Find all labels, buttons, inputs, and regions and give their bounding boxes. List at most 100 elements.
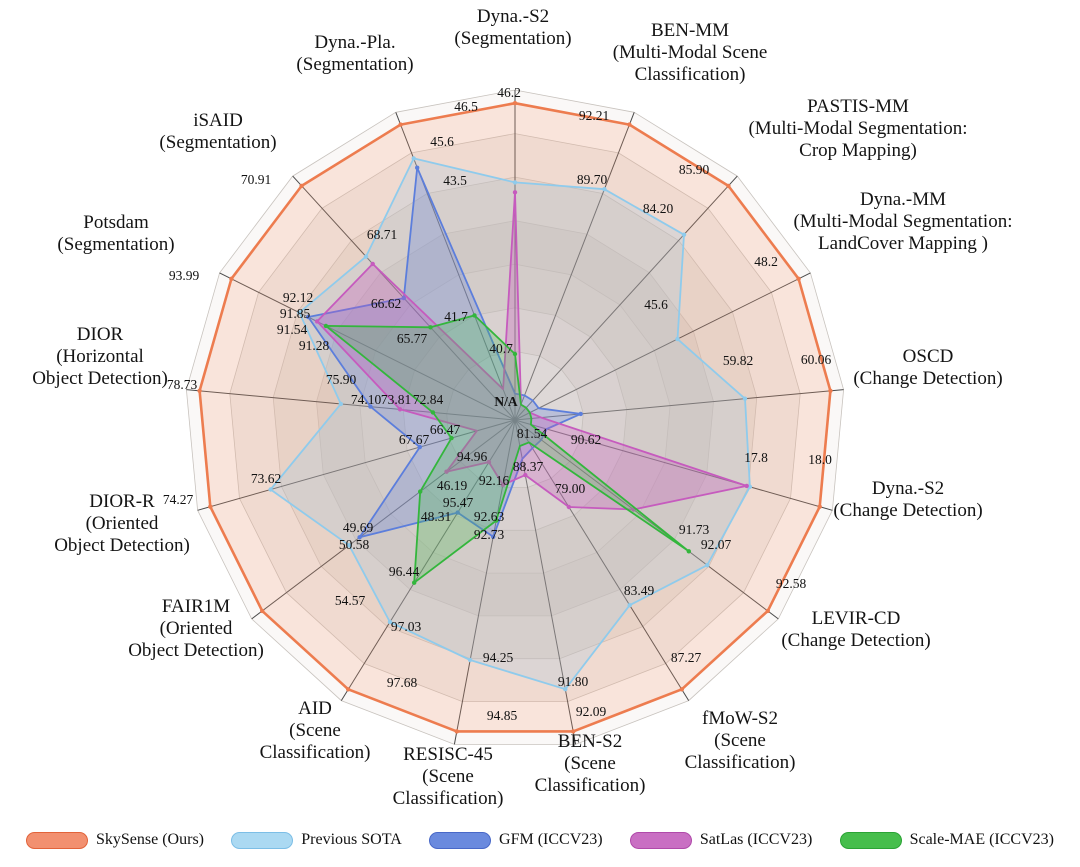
series-point xyxy=(417,444,422,450)
legend-label: SkySense (Ours) xyxy=(96,831,204,848)
series-point xyxy=(449,435,454,441)
series-point xyxy=(705,563,710,568)
value-label: 66.47 xyxy=(430,422,461,437)
value-label: 92.73 xyxy=(474,527,505,542)
value-label: 45.6 xyxy=(644,297,668,312)
axis-label: Dyna.-S2 (Change Detection) xyxy=(833,478,982,521)
value-label: 90.62 xyxy=(571,432,601,447)
value-label: 91.80 xyxy=(558,674,589,689)
axis-spoke xyxy=(514,419,833,511)
series-point xyxy=(686,549,691,554)
value-label: 87.27 xyxy=(671,650,702,665)
axis-spoke xyxy=(251,419,516,620)
series-point xyxy=(523,472,528,478)
legend-item-scale-mae: Scale-MAE (ICCV23) xyxy=(839,831,1054,849)
value-label: 74.10 xyxy=(351,392,382,407)
series-polygon-skysense-ours- xyxy=(197,101,833,734)
value-label: 60.06 xyxy=(801,352,832,367)
series-point xyxy=(512,180,518,185)
value-label: 78.73 xyxy=(167,377,198,392)
value-label: 91.28 xyxy=(299,338,330,353)
series-point xyxy=(412,580,417,585)
axis-label: RESISC-45 (Scene Classification) xyxy=(393,744,504,809)
axis-labels: Dyna.-S2 (Segmentation) BEN-MM (Multi-Modal… xyxy=(32,6,1012,809)
value-label: 46.19 xyxy=(437,478,468,493)
value-label: 18.0 xyxy=(808,452,832,467)
series-point xyxy=(401,295,406,301)
value-label: 73.62 xyxy=(251,471,281,486)
axis-label: DIOR (Horizontal Object Detection) xyxy=(32,324,168,389)
value-label: 68.71 xyxy=(367,227,397,242)
value-label: 92.07 xyxy=(701,537,732,552)
series-point xyxy=(500,482,506,488)
value-label: 91.54 xyxy=(277,322,308,337)
series-point xyxy=(744,483,749,489)
axis-spoke xyxy=(219,272,516,421)
legend-swatch-skysense xyxy=(26,831,88,849)
legend-swatch-prev-sota xyxy=(231,831,294,849)
series-point xyxy=(370,261,375,267)
axis-spoke xyxy=(453,419,516,745)
value-label: 72.84 xyxy=(413,392,444,407)
value-label: 40.7 xyxy=(489,341,513,356)
series-point xyxy=(268,487,273,492)
value-label: 97.68 xyxy=(387,675,418,690)
value-label: 92.16 xyxy=(479,473,510,488)
axis-spokes xyxy=(186,90,844,745)
value-label: 41.7 xyxy=(444,309,468,324)
series-polygon-scale-mae-iccv23- xyxy=(323,313,691,585)
value-label: 50.58 xyxy=(339,537,370,552)
series-point xyxy=(299,183,304,189)
series-point xyxy=(742,396,748,401)
value-label: 95.47 xyxy=(443,495,474,510)
value-label: 93.99 xyxy=(169,268,200,283)
value-label: 59.82 xyxy=(723,353,753,368)
value-label: 91.85 xyxy=(280,306,311,321)
value-label: 65.77 xyxy=(397,331,428,346)
axis-label: Dyna.-S2 (Segmentation) xyxy=(454,6,571,49)
series-point xyxy=(415,165,420,170)
value-label: 66.62 xyxy=(371,296,401,311)
value-label: 79.00 xyxy=(555,481,586,496)
series-point xyxy=(314,319,320,324)
value-label: 70.91 xyxy=(241,172,271,187)
legend-item-prev-sota: Previous SOTA xyxy=(231,831,402,849)
value-label: 48.31 xyxy=(421,509,451,524)
series-point xyxy=(796,276,801,281)
axis-spoke xyxy=(514,419,779,620)
legend-label: Previous SOTA xyxy=(301,831,402,848)
series-point xyxy=(397,407,403,412)
value-label: 81.54 xyxy=(517,426,548,441)
radar-chart: 46.2 43.5 92.21 89.70 85.90 84.20 48.2 45.6 60.0… xyxy=(32,6,1012,809)
series-point xyxy=(260,608,265,614)
value-label: 94.96 xyxy=(457,449,488,464)
series-point xyxy=(472,313,477,318)
value-label: 85.90 xyxy=(679,162,710,177)
value-label: 94.85 xyxy=(487,708,518,723)
axis-spoke xyxy=(395,112,516,421)
series-point xyxy=(363,254,369,259)
axis-spoke xyxy=(514,175,738,421)
axis-label: OSCD (Change Detection) xyxy=(853,346,1002,389)
series-area xyxy=(198,101,832,733)
value-label: 92.09 xyxy=(576,704,607,719)
series-point xyxy=(229,276,234,281)
series-point xyxy=(430,410,436,415)
axis-label: BEN-MM (Multi-Modal Scene Classification) xyxy=(613,20,768,85)
series-point xyxy=(817,504,822,509)
series-area xyxy=(269,157,751,691)
series-point xyxy=(486,459,492,465)
axis-spoke xyxy=(340,419,516,701)
value-label: 92.58 xyxy=(776,576,807,591)
value-label: 94.25 xyxy=(483,650,514,665)
series-point xyxy=(418,489,423,494)
value-label: 48.2 xyxy=(754,254,778,269)
legend-label: Scale-MAE (ICCV23) xyxy=(909,831,1054,848)
legend-label: SatLas (ICCV23) xyxy=(699,831,813,848)
value-label: 75.90 xyxy=(326,372,357,387)
series-point xyxy=(306,314,311,320)
value-label: 43.5 xyxy=(443,173,467,188)
value-label: 92.12 xyxy=(283,290,313,305)
series-point xyxy=(444,469,449,474)
